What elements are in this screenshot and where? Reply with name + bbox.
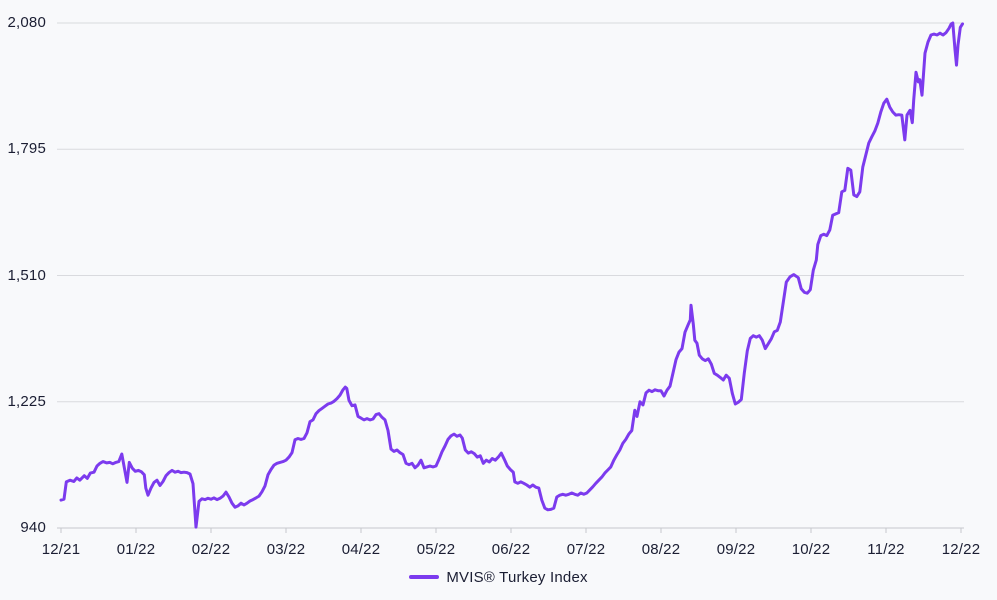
- x-tick-label: 12/22: [941, 541, 981, 558]
- x-tick-label: 11/22: [867, 541, 905, 558]
- x-tick-label: 12/21: [41, 541, 81, 558]
- legend-line-swatch: [409, 575, 440, 579]
- x-tick-label: 08/22: [641, 541, 681, 558]
- x-tick-label: 04/22: [341, 541, 381, 558]
- legend: MVIS® Turkey Index: [0, 566, 997, 588]
- x-tick-label: 09/22: [716, 541, 756, 558]
- y-tick-label: 1,225: [7, 392, 46, 410]
- x-tick-label: 06/22: [491, 541, 531, 558]
- y-tick-label: 940: [20, 519, 46, 536]
- y-tick-label: 1,795: [7, 140, 46, 158]
- x-tick-label: 03/22: [266, 541, 306, 558]
- legend-label: MVIS® Turkey Index: [446, 568, 588, 586]
- series-line-mvis-turkey-index: [59, 21, 964, 529]
- x-tick-label: 10/22: [791, 541, 831, 558]
- y-tick-label: 1,510: [7, 266, 46, 284]
- x-tick-label: 02/22: [191, 541, 231, 558]
- x-tick-label: 07/22: [566, 541, 606, 558]
- y-tick-label: 2,080: [7, 14, 46, 31]
- x-tick-label: 01/22: [116, 541, 156, 558]
- x-tick-label: 05/22: [416, 541, 456, 558]
